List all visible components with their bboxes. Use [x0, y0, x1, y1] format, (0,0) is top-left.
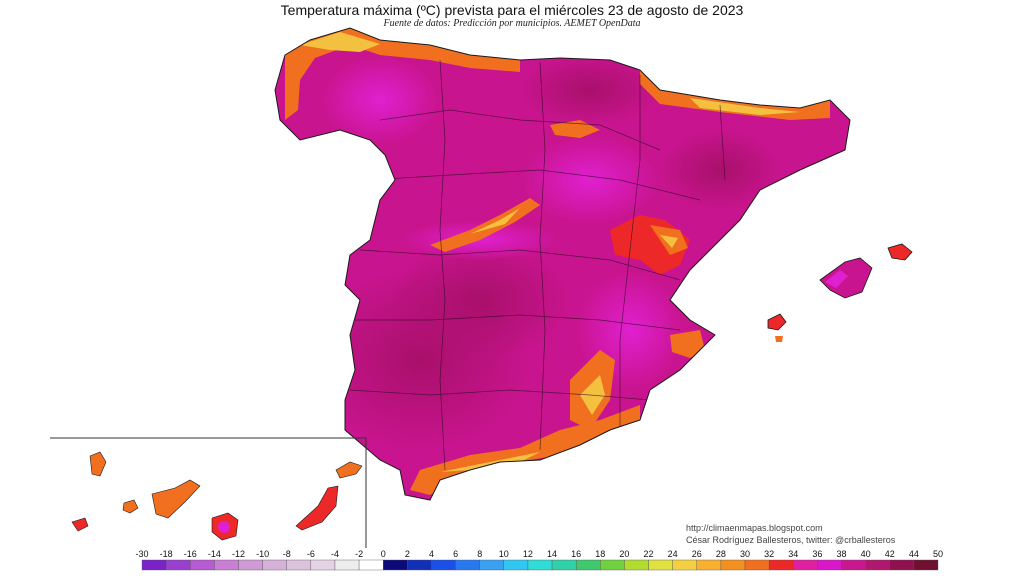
legend-swatch [527, 559, 553, 571]
legend-swatch [165, 559, 191, 571]
legend-swatch [720, 559, 746, 571]
legend-tick-label: -12 [232, 549, 245, 559]
legend-swatch [744, 559, 770, 571]
legend-swatch [624, 559, 649, 571]
legend-tick-label: 42 [885, 549, 895, 559]
legend-tick-label: 14 [547, 549, 557, 559]
legend-swatch [214, 559, 239, 571]
legend-swatch [455, 559, 480, 571]
legend-tick-label: 4 [429, 549, 434, 559]
legend-tick-label: 32 [764, 549, 774, 559]
legend-swatch [431, 559, 456, 571]
legend-swatch [190, 559, 215, 571]
legend-tick-label: 36 [812, 549, 822, 559]
legend-swatch [793, 559, 818, 571]
legend-swatch [551, 559, 577, 571]
legend-tick-label: 30 [740, 549, 750, 559]
legend-swatch [648, 559, 673, 571]
canary-islands-inset [50, 437, 367, 548]
legend-tick-label: 24 [668, 549, 678, 559]
balearic-islands [767, 243, 913, 342]
legend-tick-label: -30 [135, 549, 148, 559]
legend-tick-label: 34 [788, 549, 798, 559]
legend-tick-label: 16 [571, 549, 581, 559]
credit-author: César Rodríguez Ballesteros, twitter: @c… [686, 535, 896, 545]
legend-tick-label: 50 [933, 549, 943, 559]
legend-tick-label: -16 [184, 549, 197, 559]
map-title: Temperatura máxima (ºC) prevista para el… [280, 2, 744, 18]
legend-swatch [503, 559, 529, 571]
legend-swatch [889, 559, 915, 571]
legend-tick-label: -14 [208, 549, 221, 559]
legend-swatch [262, 559, 287, 571]
legend-swatch [141, 559, 167, 571]
legend-swatch [286, 559, 312, 571]
map-subtitle: Fuente de datos: Predicción por municipi… [383, 18, 641, 29]
legend-swatch [672, 559, 697, 571]
legend-swatch [575, 559, 601, 571]
legend-tick-label: -8 [283, 549, 291, 559]
legend-swatch [334, 559, 360, 571]
legend-tick-label: 0 [381, 549, 386, 559]
legend-swatch [817, 559, 842, 571]
legend-tick-label: -2 [355, 549, 363, 559]
legend-tick-label: 10 [499, 549, 509, 559]
legend-swatch [358, 559, 384, 571]
legend-swatch [696, 559, 722, 571]
legend-tick-label: 28 [716, 549, 726, 559]
legend-tick-label: 22 [644, 549, 654, 559]
legend-swatch [913, 559, 939, 571]
legend-swatch [768, 559, 794, 571]
legend-swatch [238, 559, 263, 571]
legend-tick-label: 6 [453, 549, 458, 559]
legend-swatch [310, 559, 336, 571]
legend-tick-label: -18 [160, 549, 173, 559]
legend-tick-label: 26 [692, 549, 702, 559]
iberian-peninsula [274, 27, 851, 501]
legend-swatch [479, 559, 505, 571]
legend-tick-label: -4 [331, 549, 339, 559]
legend-tick-label: -6 [307, 549, 315, 559]
legend-swatch [865, 559, 890, 571]
legend-tick-label: 2 [405, 549, 410, 559]
legend-swatch [841, 559, 866, 571]
legend-tick-label: 12 [523, 549, 533, 559]
legend-tick-label: 38 [837, 549, 847, 559]
temperature-legend: -30 -18 -16 -14 -12 -10 -8 -6 -4 -2 0 2 4 6 8 10 12 14 16 1… [135, 549, 943, 571]
legend-tick-label: 44 [909, 549, 919, 559]
legend-tick-label: 18 [595, 549, 605, 559]
legend-tick-label: -10 [256, 549, 269, 559]
legend-tick-label: 20 [619, 549, 629, 559]
legend-swatch [383, 559, 408, 571]
legend-swatch [407, 559, 432, 571]
credit-blog: http://climaenmapas.blogspot.com [686, 523, 823, 533]
legend-tick-label: 40 [861, 549, 871, 559]
legend-swatch [600, 559, 625, 571]
legend-tick-label: 8 [477, 549, 482, 559]
